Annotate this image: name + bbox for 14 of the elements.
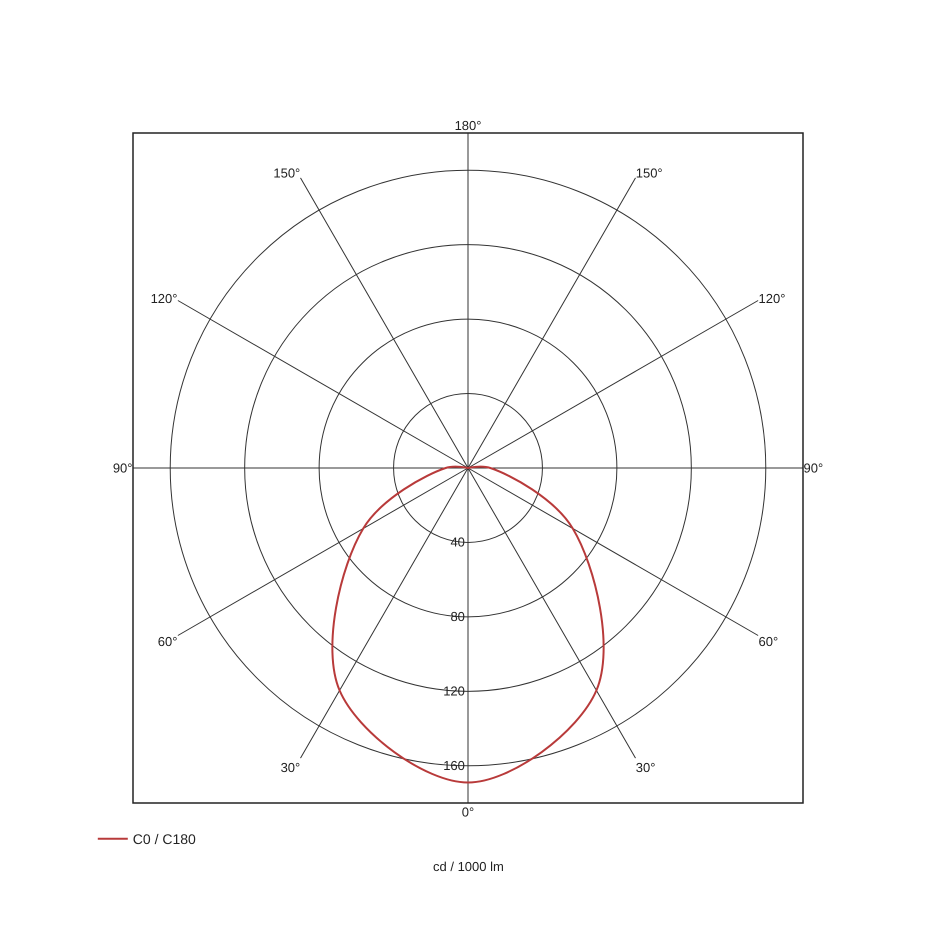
spoke-label: 150°	[273, 165, 300, 180]
text: cd / 1000 lm	[433, 859, 504, 874]
spoke-label: 60°	[158, 634, 178, 650]
spoke-label: 90°	[112, 460, 132, 476]
spoke-label: 120°	[758, 290, 786, 306]
spoke-label: 150°	[636, 165, 663, 180]
spoke-label: 60°	[758, 634, 778, 650]
legend-label: C0 / C180	[132, 831, 196, 848]
spoke-label: 0°	[462, 804, 474, 820]
spoke-label: 90°	[804, 460, 824, 476]
spoke-label: 180°	[454, 118, 482, 133]
spoke-label: 30°	[280, 760, 300, 776]
spoke-label: 120°	[150, 290, 178, 306]
spoke-label: 30°	[636, 760, 656, 776]
